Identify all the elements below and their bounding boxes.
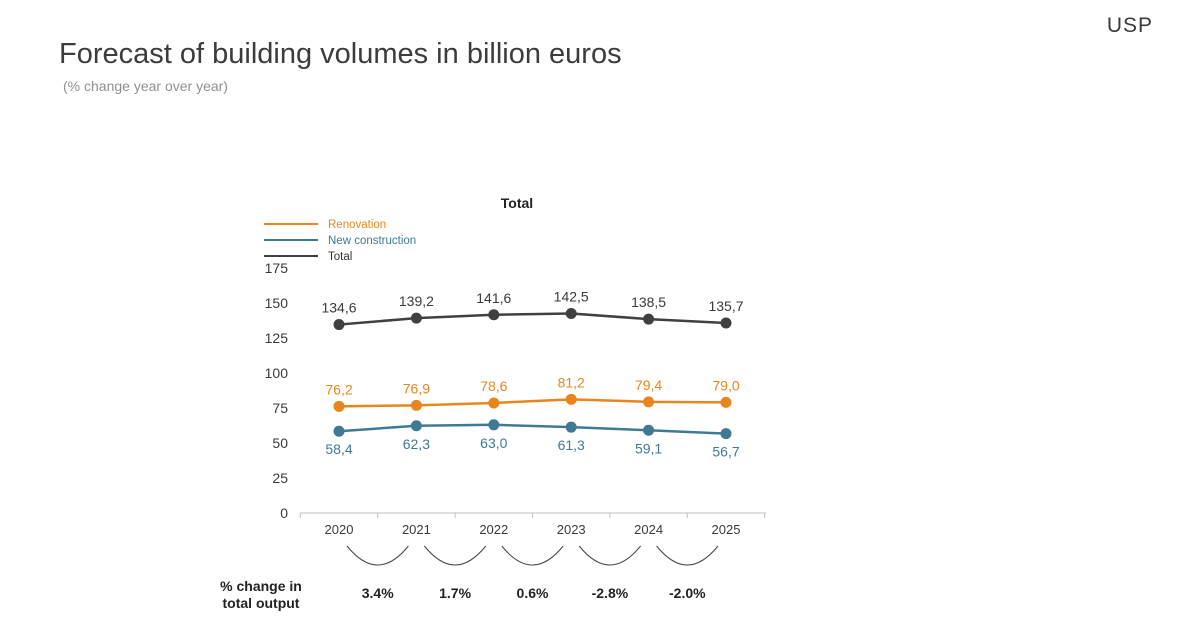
data-label-total: 135,7 xyxy=(708,298,743,314)
x-tick-label-2024: 2024 xyxy=(634,522,663,537)
data-point-new-construction xyxy=(643,424,655,436)
data-point-new-construction xyxy=(720,428,732,440)
page-title: Forecast of building volumes in billion … xyxy=(59,38,622,70)
data-point-renovation xyxy=(565,393,577,405)
change-value: 1.7% xyxy=(439,585,471,601)
change-value: -2.8% xyxy=(592,585,629,601)
data-label-new-construction: 58,4 xyxy=(325,441,352,457)
chart-legend: Renovation New construction Total xyxy=(264,219,416,263)
data-point-renovation xyxy=(410,399,422,411)
x-tick-label-2023: 2023 xyxy=(557,522,586,537)
series-new-construction: 58,4 62,3 63,0 61,3 59,1 56,7 xyxy=(325,419,740,460)
data-point-total xyxy=(333,319,345,331)
data-point-renovation xyxy=(720,396,732,408)
x-axis: 2020 2021 2022 2023 2024 2025 xyxy=(299,512,766,537)
y-tick-label: 125 xyxy=(265,330,289,346)
y-tick-label: 25 xyxy=(272,470,288,486)
data-label-total: 141,6 xyxy=(476,290,511,306)
x-tick-label-2022: 2022 xyxy=(479,522,508,537)
data-point-renovation xyxy=(643,396,655,408)
data-label-renovation: 78,6 xyxy=(480,378,507,394)
y-tick-label: 75 xyxy=(272,400,288,416)
data-label-new-construction: 59,1 xyxy=(635,440,662,456)
change-label-line1: % change in xyxy=(220,578,302,594)
series-line-renovation xyxy=(338,398,727,408)
series-renovation: 76,2 76,9 78,6 81,2 79,4 79,0 xyxy=(325,374,740,412)
data-point-total xyxy=(410,312,422,324)
data-label-new-construction: 62,3 xyxy=(403,436,430,452)
data-point-total xyxy=(720,317,732,329)
change-value: 0.6% xyxy=(517,585,549,601)
data-label-renovation: 76,2 xyxy=(325,381,352,397)
series-layer: 76,2 76,9 78,6 81,2 79,4 79,0 58,4 62,3 63,0 61,3… xyxy=(321,289,743,460)
change-label-line2: total output xyxy=(223,595,300,611)
change-arcs xyxy=(346,545,719,566)
data-point-total xyxy=(565,308,577,319)
data-point-renovation xyxy=(333,400,345,412)
change-value: 3.4% xyxy=(362,585,394,601)
x-tick-label-2025: 2025 xyxy=(712,522,741,537)
y-tick-label: 175 xyxy=(265,260,289,276)
page-subtitle: (% change year over year) xyxy=(63,78,228,94)
data-point-total xyxy=(643,313,655,325)
data-label-new-construction: 63,0 xyxy=(480,435,507,451)
change-arc xyxy=(346,545,409,566)
series-line-total xyxy=(338,312,727,326)
data-label-new-construction: 56,7 xyxy=(712,444,739,460)
data-point-total xyxy=(488,309,500,321)
legend-label-renovation: Renovation xyxy=(328,219,386,231)
data-label-total: 134,6 xyxy=(321,300,356,316)
y-tick-label: 0 xyxy=(280,505,288,521)
data-label-total: 138,5 xyxy=(631,294,666,310)
series-line-new-construction xyxy=(338,423,727,435)
x-tick-label-2020: 2020 xyxy=(325,522,354,537)
y-tick-label: 150 xyxy=(265,295,289,311)
y-axis: 0 25 50 75 100 125 150 175 xyxy=(265,260,289,521)
data-label-total: 142,5 xyxy=(554,289,589,305)
data-label-renovation: 76,9 xyxy=(403,380,430,396)
usp-logo: USP xyxy=(1106,14,1153,37)
data-label-renovation: 79,0 xyxy=(712,377,739,393)
change-arc xyxy=(424,545,487,566)
data-point-renovation xyxy=(488,397,500,409)
data-point-new-construction xyxy=(333,425,345,437)
change-arc xyxy=(501,545,564,566)
data-label-total: 139,2 xyxy=(399,293,434,309)
change-arc xyxy=(656,545,719,566)
legend-label-new-construction: New construction xyxy=(328,235,416,247)
data-point-new-construction xyxy=(565,421,577,433)
legend-label-total: Total xyxy=(328,251,352,263)
change-value: -2.0% xyxy=(669,585,706,601)
data-label-new-construction: 61,3 xyxy=(558,437,585,453)
change-arc xyxy=(578,545,641,566)
y-tick-label: 100 xyxy=(265,365,289,381)
chart-title: Total xyxy=(501,195,533,211)
y-tick-label: 50 xyxy=(272,435,288,451)
series-total: 134,6 139,2 141,6 142,5 138,5 135,7 xyxy=(321,289,744,331)
data-label-renovation: 79,4 xyxy=(635,377,662,393)
data-label-renovation: 81,2 xyxy=(558,374,585,390)
data-point-new-construction xyxy=(488,419,500,431)
change-row: % change in total output 3.4% 1.7% 0.6% -2.… xyxy=(220,578,706,611)
data-point-new-construction xyxy=(410,420,422,432)
x-tick-label-2021: 2021 xyxy=(402,522,431,537)
